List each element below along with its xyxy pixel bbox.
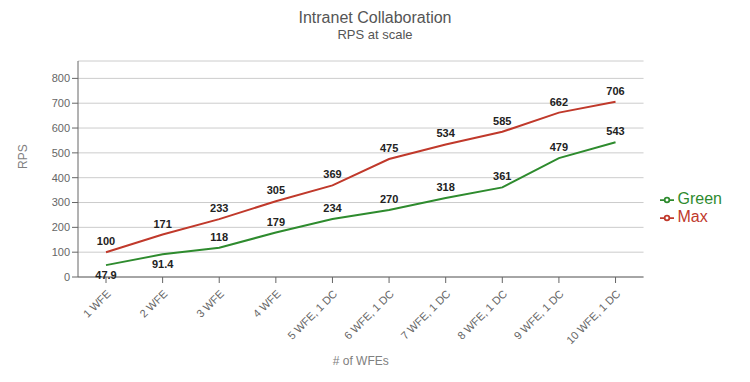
svg-text:200: 200 (52, 221, 70, 233)
svg-text:270: 270 (380, 193, 398, 205)
svg-text:300: 300 (52, 196, 70, 208)
svg-text:600: 600 (52, 122, 70, 134)
svg-text:0: 0 (64, 271, 70, 283)
svg-text:662: 662 (550, 96, 568, 108)
svg-text:179: 179 (267, 216, 285, 228)
svg-text:8 WFE, 1 DC: 8 WFE, 1 DC (455, 287, 509, 341)
svg-text:171: 171 (153, 218, 171, 230)
svg-text:6 WFE, 1 DC: 6 WFE, 1 DC (342, 287, 396, 341)
svg-text:585: 585 (493, 115, 511, 127)
svg-text:9 WFE, 1 DC: 9 WFE, 1 DC (512, 287, 566, 341)
svg-text:1 WFE: 1 WFE (81, 287, 113, 319)
html-text:Max: Max (677, 208, 708, 225)
svg-text:100: 100 (52, 246, 70, 258)
svg-text:4 WFE: 4 WFE (251, 287, 283, 319)
svg-text:479: 479 (550, 141, 568, 153)
svg-text:400: 400 (52, 172, 70, 184)
svg-text:2 WFE: 2 WFE (137, 287, 169, 319)
svg-text:500: 500 (52, 147, 70, 159)
svg-text:475: 475 (380, 142, 398, 154)
svg-text:10 WFE, 1 DC: 10 WFE, 1 DC (564, 287, 623, 346)
svg-text:233: 233 (210, 202, 228, 214)
svg-text:91.4: 91.4 (152, 258, 174, 270)
svg-text:543: 543 (606, 125, 624, 137)
svg-text:700: 700 (52, 97, 70, 109)
svg-text:RPS: RPS (16, 144, 30, 169)
svg-text:361: 361 (493, 170, 511, 182)
svg-text:800: 800 (52, 72, 70, 84)
svg-text:318: 318 (437, 181, 455, 193)
svg-text:534: 534 (437, 127, 456, 139)
html-text:RPS at scale: RPS at scale (337, 27, 413, 42)
html-text:Intranet Collaboration: Intranet Collaboration (298, 9, 452, 26)
svg-text:47.9: 47.9 (95, 269, 116, 281)
svg-text:305: 305 (267, 184, 285, 196)
svg-text:7 WFE, 1 DC: 7 WFE, 1 DC (398, 287, 452, 341)
svg-text:706: 706 (606, 85, 624, 97)
svg-text:369: 369 (323, 168, 341, 180)
svg-text:# of WFEs: # of WFEs (333, 354, 389, 368)
svg-text:100: 100 (97, 235, 115, 247)
svg-text:234: 234 (323, 202, 342, 214)
svg-text:118: 118 (210, 231, 228, 243)
html-text:Green: Green (677, 190, 722, 207)
svg-text:5 WFE, 1 DC: 5 WFE, 1 DC (285, 287, 339, 341)
svg-text:3 WFE: 3 WFE (194, 287, 226, 319)
